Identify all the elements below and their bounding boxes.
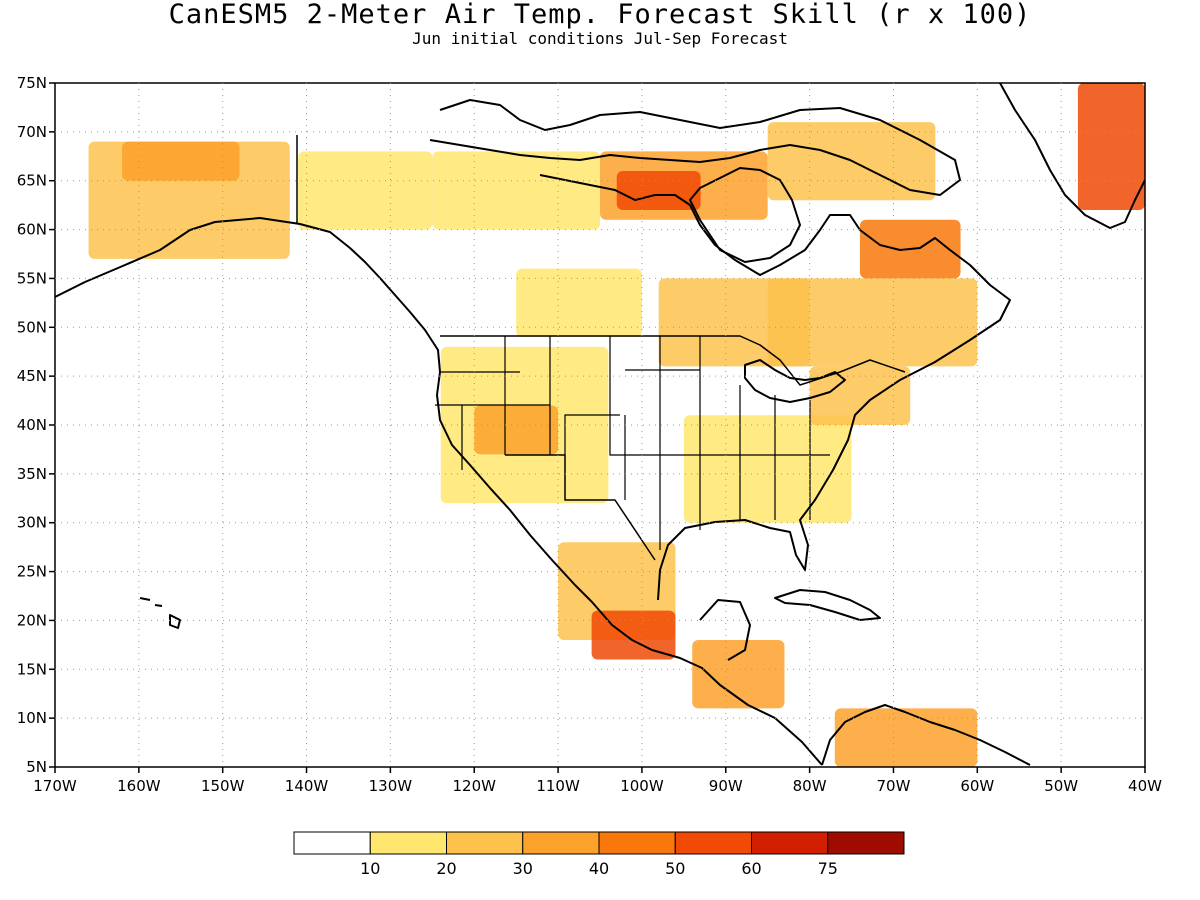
lon-tick-label: 110W [536,777,580,795]
map-title: CanESM5 2-Meter Air Temp. Forecast Skill… [168,0,1032,30]
colorbar-swatch [827,831,905,855]
lon-tick-label: 90W [709,777,743,795]
skill-region-venezuela [834,708,978,767]
skill-region-central-america [692,639,785,709]
skill-region-nw-territories [432,151,600,230]
skill-region-us-east [683,415,852,523]
skill-region-n-alaska [122,141,240,181]
colorbar-swatch [751,831,829,855]
lat-tick-label: 30N [17,514,47,532]
lon-tick-label: 80W [793,777,827,795]
gulf-coastline [539,174,1011,601]
skill-region-northeast [809,366,911,425]
axis-ticks: 75N 70N 65N 60N 55N 50N 45N 40N 35N 30N 25N 20N 15N 1… [17,74,1162,795]
lon-tick-label: 140W [285,777,329,795]
lon-tick-label: 100W [620,777,664,795]
coastline-layer [55,83,1145,766]
map-subtitle: Jun initial conditions Jul-Sep Forecast [412,29,788,48]
lat-tick-label: 45N [17,367,47,385]
skill-region-yukon [298,151,433,230]
lat-tick-label: 65N [17,172,47,190]
lat-tick-label: 15N [17,660,47,678]
colorbar-swatch [369,831,447,855]
lat-tick-label: 60N [17,221,47,239]
lat-tick-label: 75N [17,74,47,92]
skill-region-quebec [767,278,978,367]
colorbar-label: 10 [360,859,380,878]
yucatan-coastline [699,599,751,661]
lon-tick-label: 120W [452,777,496,795]
lon-tick-label: 50W [1044,777,1078,795]
skill-region-great-basin [474,405,559,455]
lon-tick-label: 60W [960,777,994,795]
north-america-coastline [55,217,823,766]
us-state-borders [435,336,830,550]
colorbar-swatch [522,831,600,855]
lon-tick-label: 130W [369,777,413,795]
colorbar-swatch [446,831,524,855]
lat-tick-label: 25N [17,563,47,581]
lat-tick-label: 10N [17,709,47,727]
skill-region-greenland-east [1077,83,1145,211]
lat-tick-label: 5N [26,758,47,776]
skill-fill-layer [88,83,1145,767]
lat-tick-label: 40N [17,416,47,434]
lat-tick-label: 35N [17,465,47,483]
lon-tick-label: 40W [1128,777,1162,795]
colorbar-label: 20 [436,859,456,878]
skill-region-ontario [658,278,810,367]
lat-tick-label: 55N [17,269,47,287]
lat-tick-label: 20N [17,611,47,629]
colorbar-swatch [598,831,676,855]
colorbar-swatch [674,831,752,855]
colorbar: 10 20 30 40 50 60 75 [293,831,905,878]
skill-region-prairies [516,268,642,338]
colorbar-label: 60 [741,859,761,878]
great-lakes-coastline [744,359,846,403]
south-america-coastline [821,704,1031,766]
colorbar-label: 40 [589,859,609,878]
hudson-bay-coastline [689,167,801,263]
colorbar-label: 75 [818,859,838,878]
lat-tick-label: 50N [17,318,47,336]
lon-tick-label: 70W [877,777,911,795]
lon-tick-label: 150W [201,777,245,795]
colorbar-label: 50 [665,859,685,878]
greenland-coastline [999,83,1145,229]
graticule [55,83,1145,767]
colorbar-swatch [293,831,371,855]
lat-tick-label: 70N [17,123,47,141]
skill-region-s-mexico [591,610,676,660]
lon-tick-label: 170W [33,777,77,795]
arctic-islands-coastline [429,99,961,196]
cuba-coastline [774,589,881,621]
lon-tick-label: 160W [117,777,161,795]
colorbar-label: 30 [513,859,533,878]
hawaii-coastline [139,597,181,629]
us-mexico-border [505,454,656,561]
us-canada-border [296,135,906,386]
